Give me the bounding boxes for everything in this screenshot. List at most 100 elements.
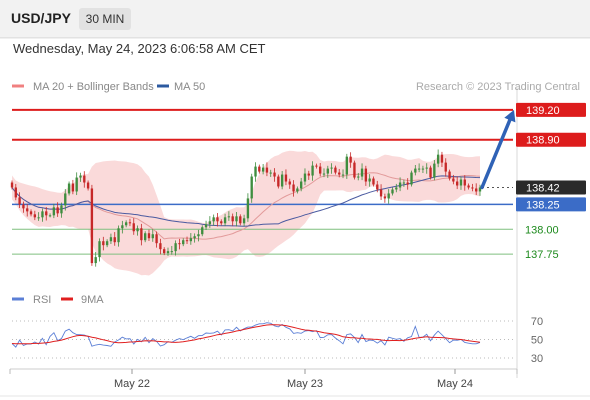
candle-body bbox=[280, 174, 284, 187]
candle-body bbox=[475, 188, 478, 192]
candle-body bbox=[143, 233, 147, 241]
candle-body bbox=[235, 216, 238, 222]
candle-body bbox=[398, 182, 402, 188]
candle-body bbox=[151, 234, 154, 239]
candle-body bbox=[182, 240, 185, 245]
candle-body bbox=[147, 233, 151, 239]
candle-body bbox=[71, 183, 75, 192]
candle-body bbox=[246, 198, 250, 219]
candle-body bbox=[433, 163, 436, 178]
time-axis-label: May 22 bbox=[114, 378, 150, 390]
candle-body bbox=[292, 184, 295, 192]
candle-body bbox=[75, 177, 78, 192]
candle-body bbox=[67, 183, 71, 194]
candle-body bbox=[452, 178, 455, 182]
candle-body bbox=[189, 238, 193, 242]
candle-body bbox=[22, 204, 25, 209]
candle-body bbox=[414, 168, 417, 173]
forecast-arrow-head bbox=[504, 109, 516, 123]
candle-body bbox=[455, 181, 459, 186]
candle-body bbox=[105, 241, 109, 246]
candle-body bbox=[421, 168, 425, 170]
bollinger-band-area bbox=[12, 150, 480, 276]
rsi-tick-label: 70 bbox=[531, 316, 543, 328]
candle-body bbox=[315, 165, 318, 167]
candle-body bbox=[86, 182, 90, 189]
ma20-line bbox=[11, 172, 481, 240]
candle-body bbox=[170, 251, 173, 253]
candle-body bbox=[185, 240, 189, 242]
candle-body bbox=[330, 167, 333, 169]
candle-body bbox=[79, 175, 82, 178]
candle-body bbox=[201, 227, 204, 235]
candle-body bbox=[33, 214, 37, 218]
ma50-line bbox=[11, 175, 481, 227]
candle-body bbox=[391, 189, 394, 194]
candle-body bbox=[227, 216, 231, 218]
watermark: Research © 2023 Trading Central bbox=[416, 81, 580, 93]
candle-body bbox=[60, 205, 63, 214]
candle-body bbox=[37, 217, 40, 219]
candle-body bbox=[440, 154, 444, 163]
candle-body bbox=[299, 181, 303, 189]
candle-body bbox=[334, 167, 337, 173]
candle-body bbox=[258, 166, 261, 172]
candle-body bbox=[216, 217, 219, 222]
legend-label-ma20: MA 20 + Bollinger Bands bbox=[33, 81, 154, 93]
candle-body bbox=[273, 172, 276, 177]
candle-body bbox=[448, 171, 451, 179]
candle-body bbox=[341, 174, 345, 176]
candle-body bbox=[197, 234, 200, 237]
candle-body bbox=[463, 179, 466, 186]
candle-body bbox=[155, 234, 158, 244]
candle-body bbox=[353, 162, 356, 178]
candle-body bbox=[338, 172, 341, 175]
timeframe-badge[interactable]: 30 MIN bbox=[79, 8, 131, 30]
level-label-resistance: 139.20 bbox=[526, 105, 560, 117]
header-bar: USD/JPY 30 MIN bbox=[0, 0, 590, 38]
candle-body bbox=[261, 167, 265, 172]
candle-body bbox=[204, 224, 208, 228]
candle-body bbox=[277, 176, 280, 187]
level-tag-last bbox=[516, 180, 586, 195]
candle-body bbox=[90, 188, 94, 264]
candle-body bbox=[98, 241, 101, 258]
candle-body bbox=[83, 175, 86, 183]
time-axis-label: May 23 bbox=[287, 378, 323, 390]
candle-body bbox=[163, 249, 166, 254]
candle-body bbox=[10, 182, 14, 188]
level-tag-support bbox=[516, 197, 586, 212]
candle-body bbox=[121, 225, 124, 229]
candle-body bbox=[193, 236, 196, 239]
candle-body bbox=[208, 221, 212, 225]
candle-body bbox=[357, 176, 360, 178]
candle-body bbox=[387, 193, 390, 199]
candle-body bbox=[265, 167, 269, 173]
candle-body bbox=[136, 228, 139, 232]
legend-label-9ma: 9MA bbox=[81, 294, 104, 306]
candle-body bbox=[166, 251, 170, 254]
rsi-line bbox=[11, 322, 481, 348]
level-label-resistance: 138.90 bbox=[526, 135, 560, 147]
candle-body bbox=[174, 243, 177, 252]
candle-body bbox=[364, 168, 368, 182]
candle-body bbox=[18, 197, 21, 205]
candle-body bbox=[52, 207, 56, 216]
candle-body bbox=[360, 168, 364, 177]
candle-body bbox=[117, 228, 120, 243]
candle-body bbox=[269, 172, 272, 174]
candle-body bbox=[48, 215, 52, 217]
level-label-support: 138.25 bbox=[526, 199, 560, 211]
candle-body bbox=[29, 211, 33, 215]
candle-body bbox=[376, 184, 379, 190]
candle-body bbox=[178, 243, 181, 245]
legend-label-ma50: MA 50 bbox=[174, 81, 205, 93]
candle-body bbox=[326, 168, 329, 174]
candle-body bbox=[303, 173, 307, 182]
candle-body bbox=[159, 243, 162, 250]
candle-body bbox=[307, 173, 310, 176]
candle-body bbox=[284, 174, 288, 182]
candle-body bbox=[212, 217, 215, 222]
candle-body bbox=[311, 165, 314, 176]
